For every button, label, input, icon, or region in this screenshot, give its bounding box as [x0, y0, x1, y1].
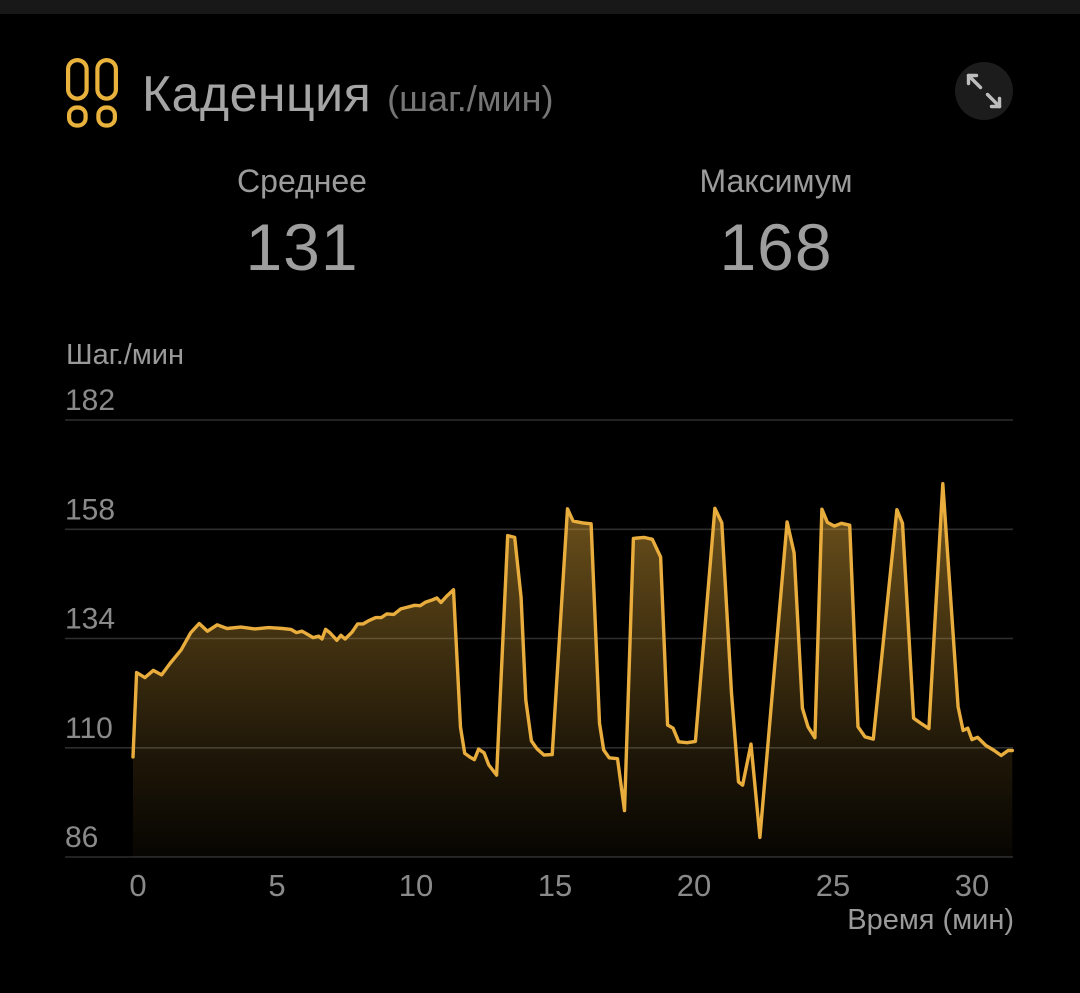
cadence-area-fill: [133, 483, 1013, 857]
top-strip: [0, 0, 1080, 14]
y-tick-label: 182: [65, 384, 115, 417]
average-label: Среднее: [237, 163, 367, 199]
x-tick-label: 20: [677, 868, 711, 903]
x-tick-label: 30: [955, 868, 989, 903]
stats-row: Среднее 131 Максимум 168: [65, 162, 1013, 280]
maximum-label: Максимум: [699, 163, 853, 199]
y-tick-label: 110: [65, 712, 113, 745]
cadence-line: [131, 482, 1014, 840]
x-tick-label: 5: [268, 868, 285, 903]
y-tick-label: 134: [65, 603, 115, 636]
expand-arrows-icon: [966, 73, 1002, 109]
card-header: Каденция (шаг./мин): [66, 58, 554, 130]
title-unit-suffix: (шаг./мин): [387, 78, 554, 119]
maximum-value: 168: [719, 210, 833, 284]
y-tick-label: 86: [65, 821, 98, 854]
footprints-icon: [66, 58, 118, 128]
x-tick-label: 10: [399, 868, 433, 903]
average-value: 131: [245, 210, 359, 284]
x-tick-label: 15: [538, 868, 572, 903]
expand-button[interactable]: [955, 62, 1013, 120]
x-axis-unit-label: Время (мин): [847, 904, 1014, 936]
x-tick-labels: 0 5 10 15 20 25 30: [129, 868, 989, 903]
x-tick-label: 25: [816, 868, 850, 903]
x-tick-label: 0: [129, 868, 146, 903]
y-tick-labels: 182 158 134 110 86: [65, 384, 115, 854]
y-tick-label: 158: [65, 493, 115, 526]
page-title: Каденция: [142, 66, 372, 122]
y-axis-unit-label: Шаг./мин: [66, 339, 184, 371]
stat-maximum: Максимум 168: [539, 162, 1013, 280]
stat-average: Среднее 131: [65, 162, 539, 280]
